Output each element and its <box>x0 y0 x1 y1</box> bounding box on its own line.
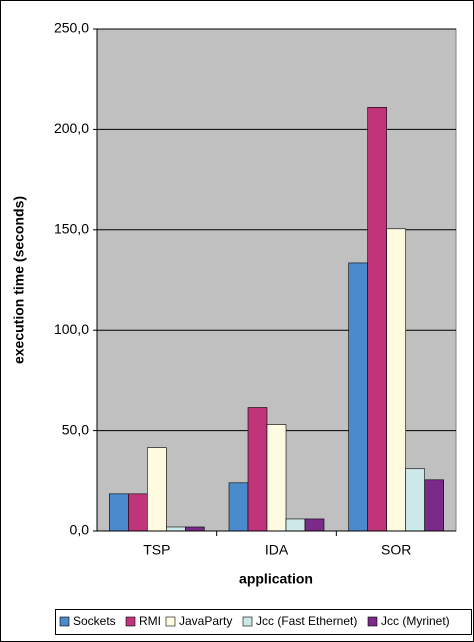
bar <box>228 482 249 532</box>
bar <box>266 424 287 532</box>
y-tick-label: 50,0 <box>62 421 89 437</box>
bar <box>147 447 167 532</box>
y-tick-label: 100,0 <box>54 321 89 337</box>
bar <box>348 262 368 532</box>
bar <box>247 407 268 532</box>
bar <box>386 228 406 532</box>
x-tick-label: TSP <box>143 542 170 558</box>
x-axis-title: application <box>239 571 313 587</box>
bar <box>166 526 186 532</box>
bar <box>185 526 205 532</box>
y-tick-label: 250,0 <box>54 20 89 36</box>
legend-swatch <box>165 616 176 627</box>
bar <box>304 518 325 532</box>
legend-label: Sockets <box>73 614 116 628</box>
bar <box>367 107 387 532</box>
legend-label: RMI <box>139 614 161 628</box>
y-tick-label: 150,0 <box>54 221 89 237</box>
legend-swatch <box>125 616 136 627</box>
legend-label: Jcc (Myrinet) <box>381 614 450 628</box>
y-axis-title: execution time (seconds) <box>11 196 27 364</box>
legend-swatch <box>59 616 70 627</box>
bar <box>128 493 148 532</box>
bar <box>109 493 129 532</box>
legend-swatch <box>367 616 378 627</box>
x-tick-label: SOR <box>381 542 411 558</box>
y-tick-label: 0,0 <box>70 522 90 538</box>
bar <box>424 479 444 532</box>
x-tick-label: IDA <box>265 542 289 558</box>
legend-box <box>55 609 472 635</box>
bar <box>405 468 425 532</box>
legend-swatch <box>242 616 253 627</box>
bar <box>285 518 306 532</box>
legend-label: Jcc (Fast Ethernet) <box>256 614 357 628</box>
legend-label: JavaParty <box>179 614 232 628</box>
y-tick-label: 200,0 <box>54 120 89 136</box>
